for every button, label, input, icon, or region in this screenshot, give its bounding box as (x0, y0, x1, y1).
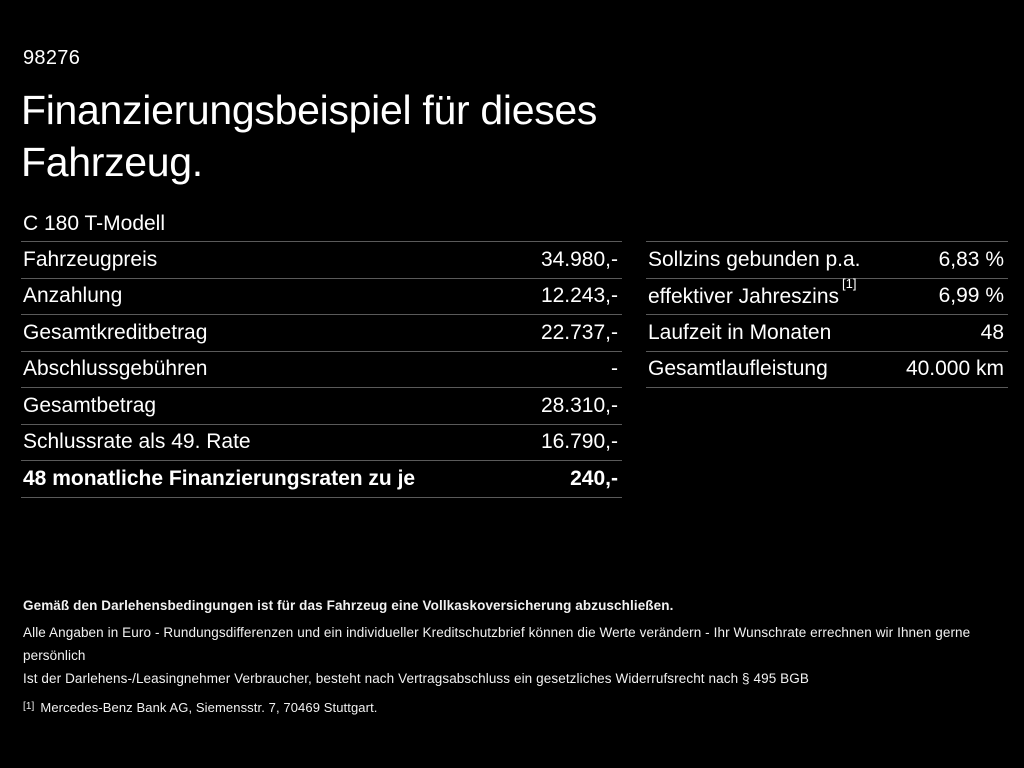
row-label: Gesamtkreditbetrag (23, 320, 208, 344)
table-row-gesamtbetrag: Gesamtbetrag 28.310,- (21, 387, 622, 424)
table-row-schlussrate: Schlussrate als 49. Rate 16.790,- (21, 423, 622, 461)
table-row-anzahlung: Anzahlung 12.243,- (21, 277, 622, 315)
bank-footnote: [1] Mercedes-Benz Bank AG, Siemensstr. 7,… (23, 696, 1008, 721)
footnote-marker: [1] (23, 701, 35, 712)
row-label: 48 monatliche Finanzierungsraten zu je (23, 466, 416, 490)
disclaimer-line2: Ist der Darlehens-/Leasingnehmer Verbrau… (23, 671, 809, 686)
row-value: 22.737,- (540, 320, 618, 344)
table-row-jahreszins: effektiver Jahreszins[1] 6,99 % (646, 276, 1008, 315)
row-value: 40.000 km (905, 357, 1004, 381)
row-value: 6,83 % (938, 247, 1004, 271)
row-label: Fahrzeugpreis (23, 247, 158, 271)
financing-table: Fahrzeugpreis 34.980,- Anzahlung 12.243,… (21, 241, 622, 498)
vehicle-model: C 180 T-Modell (23, 212, 166, 235)
legal-notes: Gemäß den Darlehensbedingungen ist für d… (23, 594, 1008, 721)
stock-number: 98276 (23, 47, 81, 69)
conditions-table: Sollzins gebunden p.a. 6,83 % effektiver… (646, 241, 1008, 388)
page-title: Finanzierungsbeispiel für dieses Fahrzeug… (21, 84, 597, 188)
row-value: 28.310,- (540, 393, 618, 417)
row-label: Laufzeit in Monaten (648, 320, 832, 344)
row-value: 12.243,- (540, 284, 618, 308)
page-title-line1: Finanzierungsbeispiel für dieses (21, 87, 598, 133)
row-label: Abschlussgebühren (23, 357, 208, 381)
row-value: 16.790,- (540, 430, 618, 454)
disclaimer-line1: Alle Angaben in Euro - Rundungsdifferenz… (23, 625, 971, 663)
page-title-line2: Fahrzeug. (21, 139, 203, 185)
row-label: Gesamtlaufleistung (648, 357, 828, 381)
row-label: Sollzins gebunden p.a. (648, 247, 861, 271)
row-label: Anzahlung (23, 284, 123, 308)
table-row-gesamtlaufleistung: Gesamtlaufleistung 40.000 km (646, 350, 1008, 388)
row-label: effektiver Jahreszins[1] (646, 276, 857, 309)
table-row-abschlussgebuehren: Abschlussgebühren - (21, 350, 622, 388)
row-label-text: effektiver Jahreszins (648, 285, 840, 309)
footnote-marker: [1] (842, 276, 857, 292)
row-value: - (611, 357, 618, 381)
table-row-fahrzeugpreis: Fahrzeugpreis 34.980,- (21, 241, 622, 278)
table-row-monatsrate: 48 monatliche Finanzierungsraten zu je 2… (21, 460, 622, 497)
table-row-laufzeit: Laufzeit in Monaten 48 (646, 314, 1008, 351)
row-value: 240,- (570, 466, 618, 490)
table-row-gesamtkreditbetrag: Gesamtkreditbetrag 22.737,- (21, 314, 622, 351)
footnote-text: Mercedes-Benz Bank AG, Siemensstr. 7, 70… (40, 700, 378, 715)
row-value: 48 (980, 320, 1004, 344)
table-row-sollzins: Sollzins gebunden p.a. 6,83 % (646, 241, 1008, 278)
row-value: 6,99 % (938, 284, 1004, 308)
row-label: Gesamtbetrag (23, 393, 157, 417)
insurance-note: Gemäß den Darlehensbedingungen ist für d… (23, 598, 674, 613)
row-label: Schlussrate als 49. Rate (23, 430, 251, 454)
row-value: 34.980,- (540, 247, 618, 271)
